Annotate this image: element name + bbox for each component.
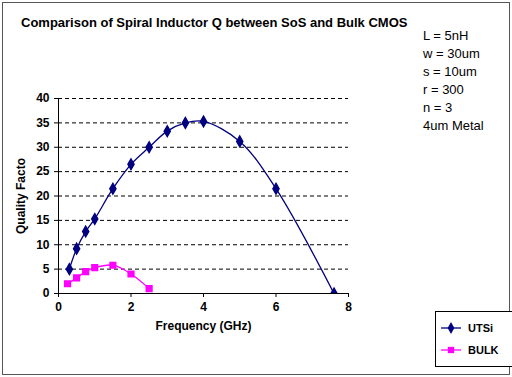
html-text:w = 30um: w = 30um (423, 46, 480, 61)
svg-text:30: 30 (36, 140, 50, 154)
html-text:4um Metal: 4um Metal (423, 118, 484, 133)
svg-text:10: 10 (36, 238, 50, 252)
html-text:n = 3: n = 3 (423, 100, 453, 115)
svg-text:6: 6 (273, 300, 280, 314)
svg-text:2: 2 (128, 300, 135, 314)
svg-text:Quality Facto: Quality Facto (14, 158, 28, 234)
html-text:r = 300: r = 300 (423, 82, 464, 97)
html-text:L = 5nH: L = 5nH (423, 28, 469, 43)
svg-text:25: 25 (36, 164, 50, 178)
svg-text:0: 0 (55, 300, 62, 314)
svg-text:35: 35 (36, 116, 50, 130)
html-text:BULK: BULK (468, 344, 499, 356)
svg-text:0: 0 (43, 286, 50, 300)
html-text:Comparison of Spiral Inductor: Comparison of Spiral Inductor Q between … (21, 15, 408, 30)
svg-text:5: 5 (43, 262, 50, 276)
svg-text:Frequency (GHz): Frequency (GHz) (155, 319, 251, 333)
svg-text:20: 20 (36, 189, 50, 203)
svg-text:15: 15 (36, 213, 50, 227)
svg-text:8: 8 (345, 300, 352, 314)
html-text:s = 10um: s = 10um (423, 64, 477, 79)
svg-text:4: 4 (200, 300, 207, 314)
svg-text:40: 40 (36, 91, 50, 105)
html-text:UTSi: UTSi (468, 322, 494, 334)
